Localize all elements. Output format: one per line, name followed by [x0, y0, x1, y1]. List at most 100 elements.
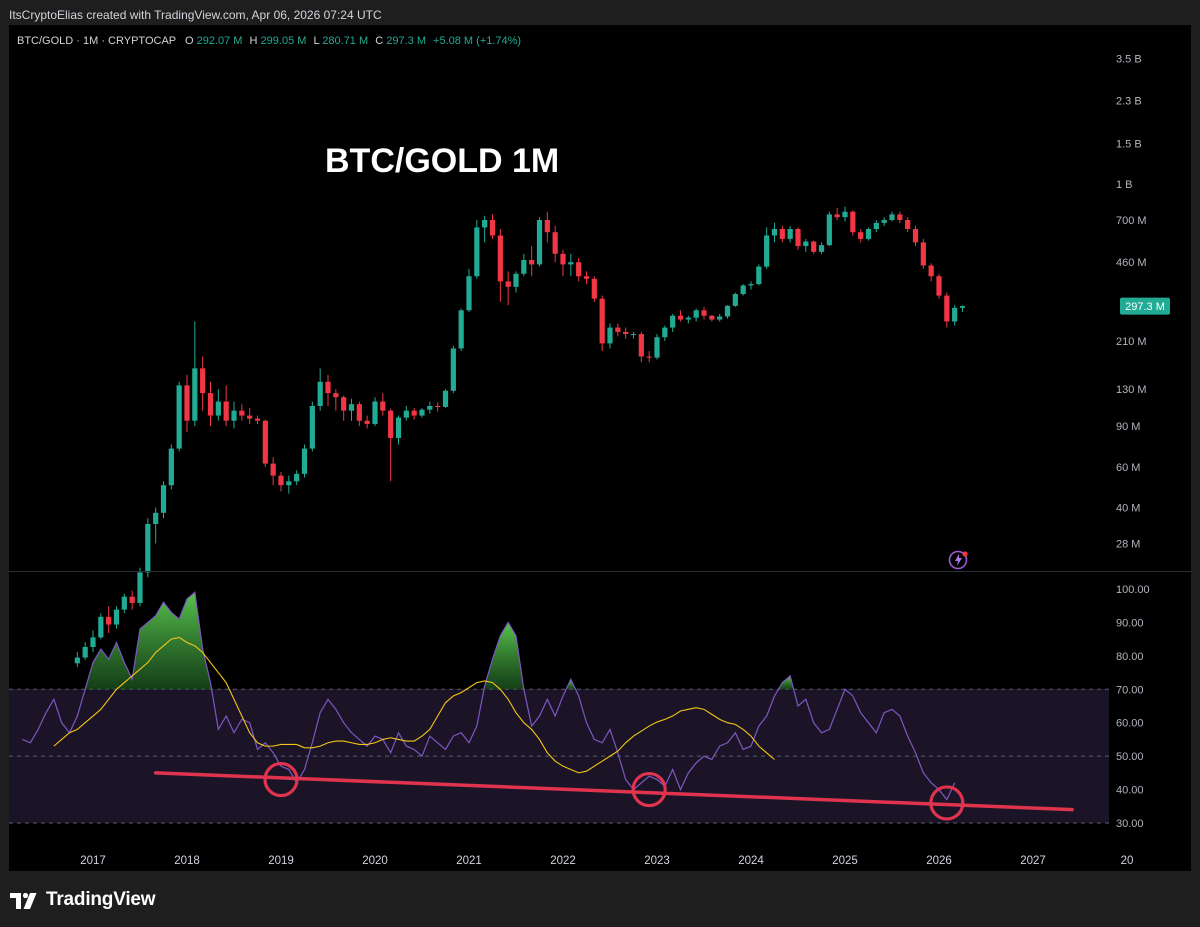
candle [826, 211, 832, 247]
candle [732, 292, 738, 307]
candle [137, 567, 143, 607]
candle [724, 305, 731, 319]
candle [560, 249, 566, 277]
candle [615, 323, 621, 337]
candle-body [709, 315, 715, 320]
price-axis-tick: 1.5 B [1116, 138, 1142, 150]
current-price-badge [1120, 297, 1170, 315]
price-axis-tick: 2.3 B [1116, 95, 1142, 107]
legend-l-label: L [314, 35, 320, 47]
legend-o-label: O [185, 35, 194, 47]
candle [278, 472, 284, 492]
time-axis-label: 2018 [174, 855, 200, 867]
chart-credit: ItsCryptoElias created with TradingView.… [9, 8, 382, 22]
candle-body [529, 260, 535, 265]
candle-body [677, 315, 684, 320]
candle-body [865, 229, 872, 239]
candle-body [583, 276, 590, 279]
time-axis-label: 2026 [926, 855, 952, 867]
candle [309, 401, 315, 452]
candle-body [168, 448, 174, 486]
candle-body [317, 381, 323, 406]
candle [482, 215, 488, 243]
chart-title: BTC/GOLD 1M [325, 142, 559, 180]
candle [959, 305, 966, 312]
chart-canvas[interactable]: 3.5 B 2.3 B 1.5 B 1 B 700 M 460 M 210 M 130 M 90… [9, 25, 1191, 871]
lightning-alert-icon[interactable] [948, 550, 968, 570]
rsi-band-fill [9, 689, 1109, 823]
price-axis-tick: 90 M [1116, 421, 1140, 433]
candle [583, 271, 590, 285]
candle [920, 238, 926, 269]
candle-body [403, 410, 409, 418]
candle [411, 407, 417, 420]
candle-body [748, 284, 754, 286]
ohlc-legend: BTC/GOLD · 1M · CRYPTOCAP O 292.07 M H 2… [17, 35, 521, 47]
candle [576, 257, 582, 282]
candle-body [756, 266, 762, 285]
time-axis-label: 2024 [738, 855, 764, 867]
candle-body [732, 294, 738, 306]
candle [372, 397, 378, 427]
candle-body [701, 310, 707, 316]
price-axis-tick: 3.5 B [1116, 53, 1142, 65]
candle-body [544, 220, 550, 233]
candle-body [905, 220, 911, 230]
candle [740, 284, 746, 296]
rsi-axis-tick: 80.00 [1116, 651, 1144, 663]
candle [513, 271, 519, 293]
rsi-line [22, 591, 956, 801]
candle-body [160, 485, 167, 513]
candle [638, 331, 644, 363]
candle-body [897, 214, 903, 220]
candle-body [411, 410, 417, 416]
candle [427, 401, 433, 414]
candle [701, 306, 707, 320]
candle-body [724, 305, 731, 317]
candle-body [388, 410, 394, 438]
candle [599, 295, 605, 352]
candle [286, 475, 292, 494]
legend-o-value: 292.07 M [197, 35, 243, 47]
candle-body [458, 310, 464, 349]
candle-body [223, 401, 229, 421]
rsi-panel [22, 591, 956, 801]
candle [98, 613, 104, 640]
candle-body [427, 405, 433, 410]
candle-body [670, 315, 676, 328]
candle-body [803, 241, 809, 247]
candle-body [717, 316, 723, 320]
candles [74, 206, 966, 667]
candle [912, 225, 919, 247]
candle-body [818, 245, 825, 252]
candle [192, 321, 198, 427]
candle-body [466, 276, 472, 311]
candle [160, 481, 167, 519]
candle-body [90, 637, 96, 647]
rsi-axis-tick: 40.00 [1116, 785, 1144, 797]
candle-body [129, 596, 135, 603]
time-axis-label: 2019 [268, 855, 294, 867]
legend-h-label: H [250, 35, 258, 47]
candle-body [630, 334, 637, 336]
candle [623, 327, 629, 339]
candle [748, 281, 754, 290]
candle-body [106, 616, 112, 625]
candle-body [623, 331, 629, 335]
candle [717, 313, 723, 322]
candle-body [419, 409, 425, 416]
candle-body [341, 397, 347, 411]
candle [90, 630, 96, 653]
candle-body [254, 418, 261, 421]
candle [474, 220, 480, 279]
candle [262, 419, 268, 467]
time-axis-label: 2017 [80, 855, 106, 867]
candle-body [121, 596, 127, 610]
candle [685, 315, 691, 324]
candle [842, 206, 848, 222]
chart-frame[interactable]: 3.5 B 2.3 B 1.5 B 1 B 700 M 460 M 210 M 130 M 90… [9, 25, 1191, 871]
candle-body [615, 327, 621, 332]
candle-body [395, 417, 402, 438]
candle-body [889, 214, 895, 220]
candle [113, 606, 120, 629]
